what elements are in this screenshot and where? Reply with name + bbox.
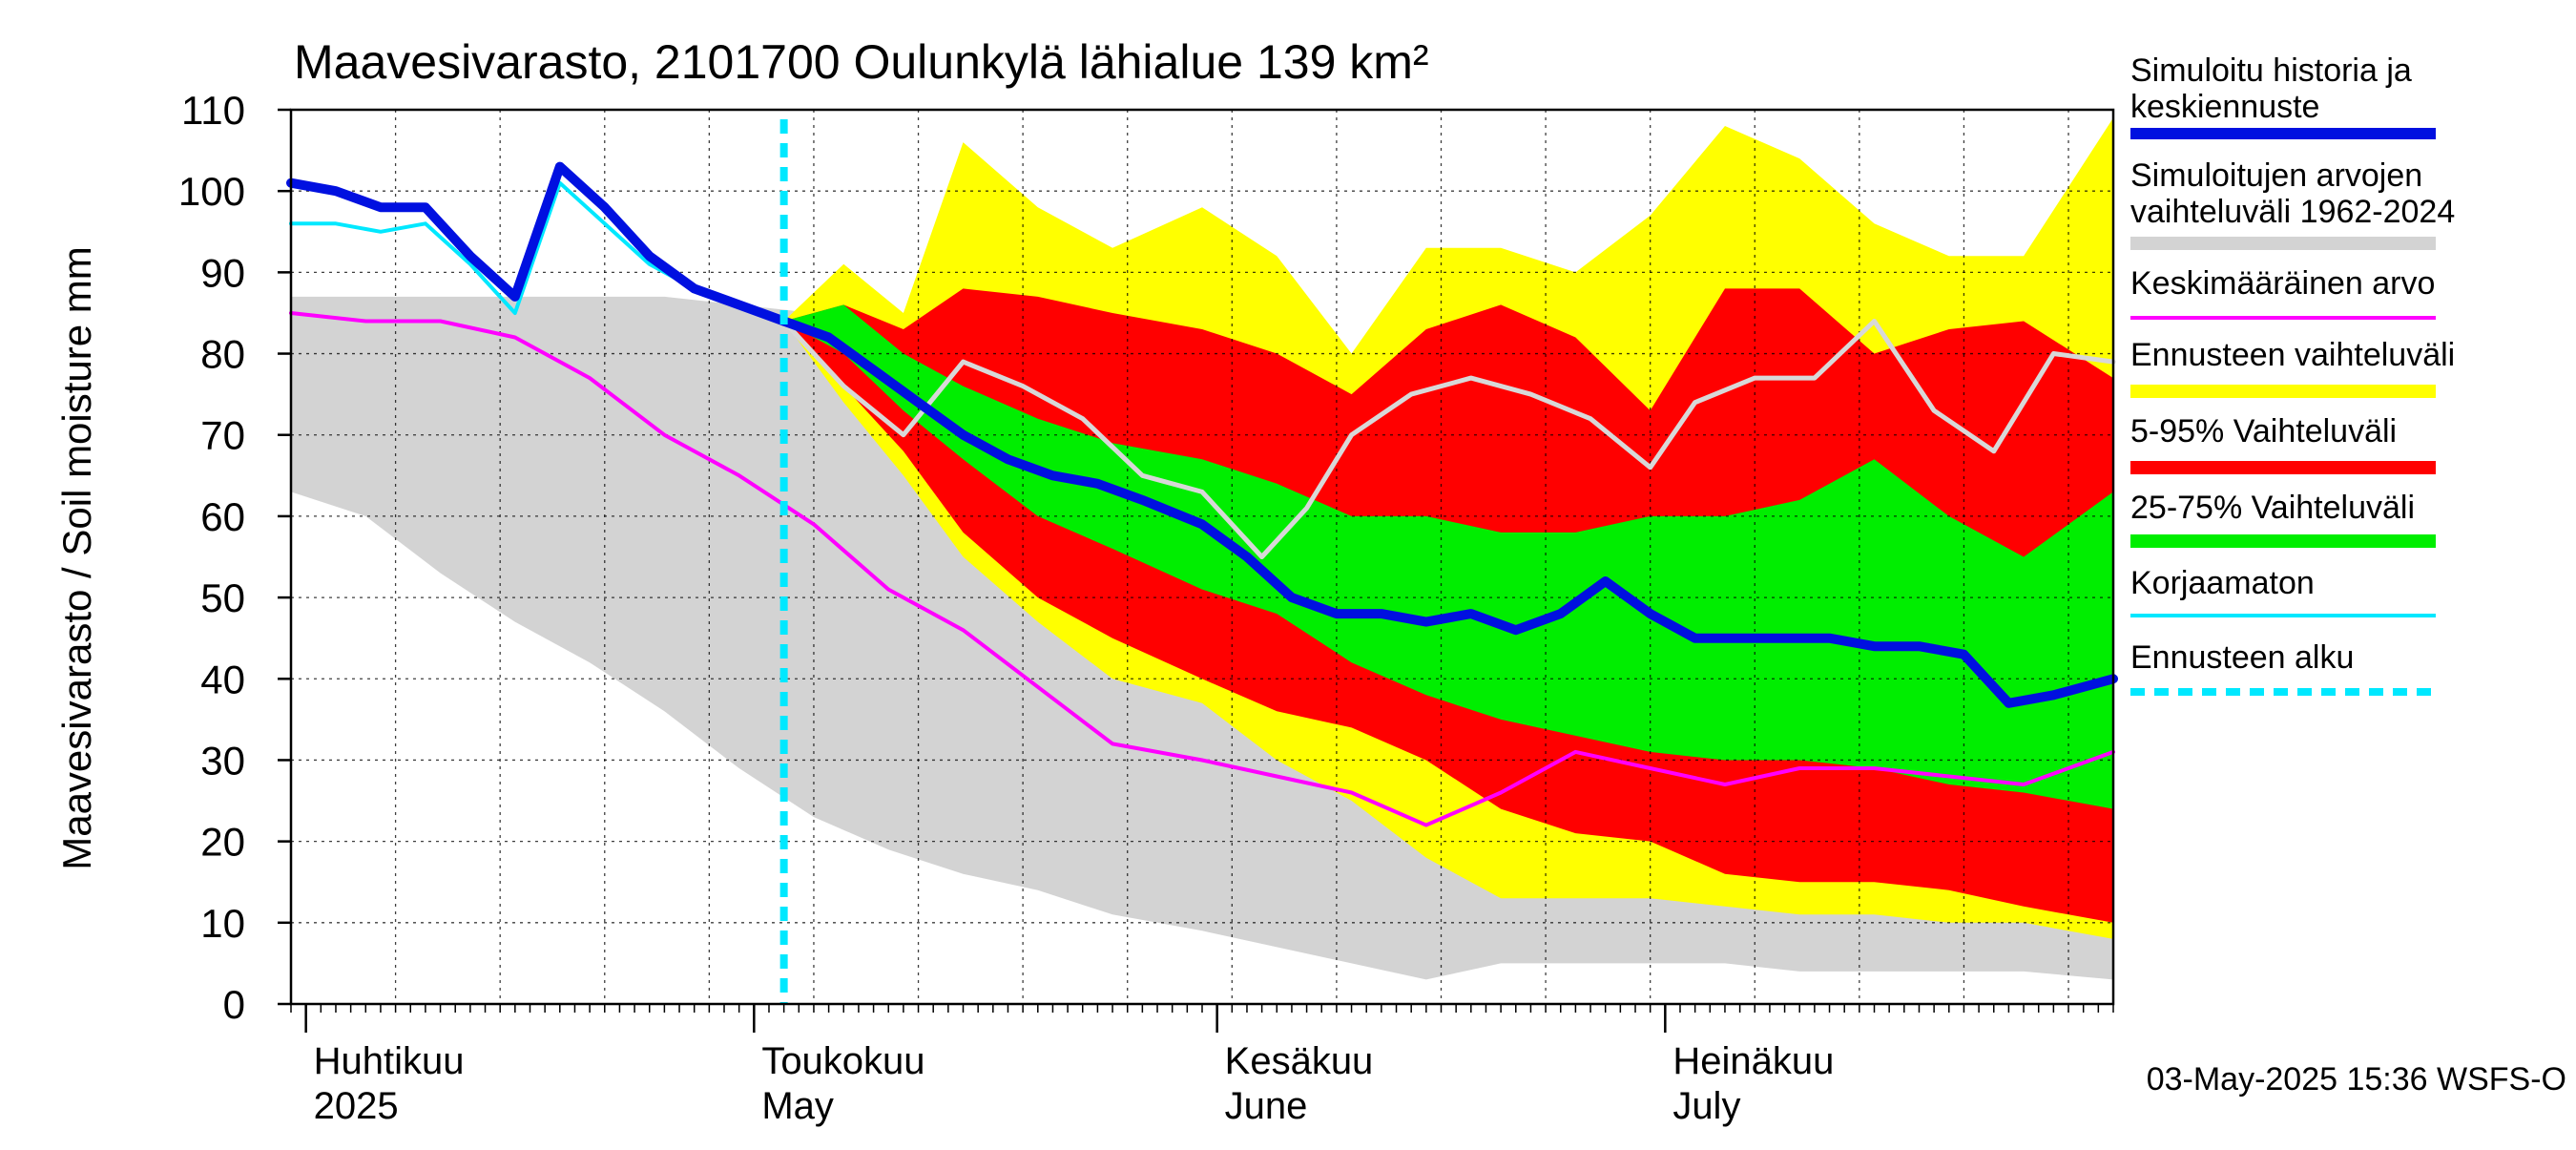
legend-item-range-hist: Simuloitujen arvojen vaihteluväli 1962-20… — [2130, 157, 2455, 250]
y-tick-label: 40 — [200, 657, 245, 701]
y-tick-label: 80 — [200, 332, 245, 377]
month-label-fi: Toukokuu — [761, 1040, 924, 1082]
y-tick-label: 100 — [178, 169, 245, 214]
month-label-fi: Kesäkuu — [1225, 1040, 1374, 1082]
legend-label: Korjaamaton — [2130, 565, 2315, 601]
legend-label: Ennusteen vaihteluväli — [2130, 337, 2455, 373]
month-label-fi: Huhtikuu — [314, 1040, 465, 1082]
forecast-median-line — [779, 316, 2118, 708]
month-label-en: 2025 — [314, 1085, 399, 1127]
legend: Simuloitu historia ja keskiennuste Simuloi… — [2130, 52, 2455, 696]
y-tick-label: 110 — [181, 88, 245, 133]
y-tick-label: 0 — [223, 982, 245, 1027]
y-tick-label: 50 — [200, 575, 245, 620]
legend-label: 5-95% Vaihteluväli — [2130, 413, 2397, 450]
y-axis-label: Maavesivarasto / Soil moisture mm — [54, 246, 99, 870]
month-label-fi: Heinäkuu — [1672, 1040, 1834, 1082]
y-tick-label: 30 — [200, 738, 245, 783]
chart-title: Maavesivarasto, 2101700 Oulunkylä lähial… — [294, 35, 1429, 89]
band-25-75 — [783, 304, 2113, 809]
legend-label: Ennusteen alku — [2130, 639, 2354, 676]
history-line — [286, 161, 789, 326]
mean-line — [289, 311, 2115, 827]
legend-item-history: Simuloitu historia ja keskiennuste — [2130, 52, 2436, 139]
legend-item-mean: Keskimääräinen arvo — [2130, 265, 2436, 320]
data-lines — [286, 119, 2118, 1004]
month-label-en: July — [1672, 1085, 1740, 1127]
timestamp-footer: 03-May-2025 15:36 WSFS-O — [2147, 1061, 2566, 1098]
legend-item-uncorrected: Korjaamaton — [2130, 565, 2436, 617]
x-axis-ticks — [290, 1004, 2114, 1033]
month-label-en: June — [1225, 1085, 1308, 1127]
data-bands — [291, 117, 2113, 980]
y-tick-label: 10 — [200, 901, 245, 946]
legend-label: Simuloitujen arvojen vaihteluväli 1962-20… — [2130, 157, 2455, 230]
legend-label: Simuloitu historia ja keskiennuste — [2130, 52, 2412, 125]
legend-label: Keskimääräinen arvo — [2130, 265, 2435, 302]
legend-label: 25-75% Vaihteluväli — [2130, 490, 2415, 526]
legend-item-p5-95: 5-95% Vaihteluväli — [2130, 413, 2436, 474]
y-tick-label: 90 — [200, 250, 245, 295]
y-tick-label: 70 — [200, 413, 245, 458]
y-tick-label: 20 — [200, 820, 245, 865]
legend-item-p25-75: 25-75% Vaihteluväli — [2130, 490, 2436, 548]
month-label-en: May — [761, 1085, 834, 1127]
legend-item-forecast-start: Ennusteen alku — [2130, 639, 2436, 696]
y-axis-ticks: 0 10 20 30 40 50 60 70 80 90 100 110 — [178, 88, 291, 1027]
legend-item-forecast-range: Ennusteen vaihteluväli — [2130, 337, 2455, 398]
ensemble-member-line — [781, 319, 2116, 559]
y-tick-label: 60 — [200, 494, 245, 539]
